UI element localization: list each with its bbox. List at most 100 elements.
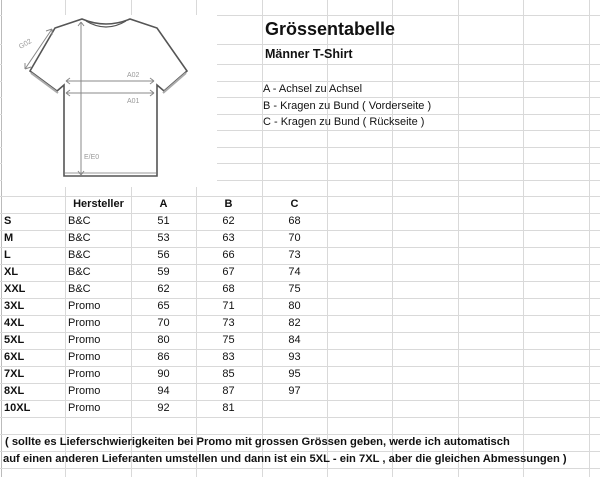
measurement-cell: 70 [157,317,170,329]
measurement-cell: 75 [222,334,235,346]
grid-row-line [0,281,600,282]
measurement-cell: 66 [222,249,235,261]
manufacturer-cell: B&C [68,266,91,278]
grid-column-line [523,0,524,477]
measurement-cell: 75 [288,283,301,295]
manufacturer-cell: B&C [68,249,91,261]
grid-row-line [0,97,600,98]
t-shirt-measurement-diagram-icon: G02 A02 A01 E/E0 [18,18,189,177]
size-label: L [4,249,11,261]
measurement-cell: 87 [222,385,235,397]
grid-row-line [0,230,600,231]
measurement-cell: 85 [222,368,235,380]
measurement-cell: 56 [157,249,170,261]
grid-row-line [0,366,600,367]
grid-column-line [327,0,328,477]
column-header: A [159,198,168,210]
measurement-cell: 97 [288,385,301,397]
grid-row-line [0,383,600,384]
grid-row-line [0,332,600,333]
measurement-cell: 70 [288,232,301,244]
legend-b: B - Kragen zu Bund ( Vorderseite ) [263,100,432,112]
grid-column-line [458,0,459,477]
grid-row-line [0,163,600,164]
grid-column-line [1,0,2,477]
grid-row-line [0,298,600,299]
measurement-cell: 86 [157,351,170,363]
measurement-cell: 92 [157,402,170,414]
grid-row-line [0,81,600,82]
grid-column-line [65,0,66,477]
measurement-cell: 67 [222,266,235,278]
grid-column-line [196,0,197,477]
legend-c: C - Kragen zu Bund ( Rückseite ) [263,116,425,128]
measurement-cell: 51 [157,215,170,227]
page-subtitle: Männer T-Shirt [265,47,353,61]
column-header: Hersteller [73,198,124,210]
measurement-cell: 83 [222,351,235,363]
grid-row-line [0,400,600,401]
label-a02: A02 [127,72,140,79]
size-label: M [4,232,14,244]
note-line-1: ( sollte es Lieferschwierigkeiten bei Pr… [5,436,510,448]
manufacturer-cell: Promo [68,317,101,329]
measurement-cell: 65 [157,300,170,312]
manufacturer-cell: Promo [68,351,101,363]
grid-row-line [0,417,600,418]
manufacturer-cell: Promo [68,402,101,414]
measurement-cell: 84 [288,334,301,346]
measurement-cell: 94 [157,385,170,397]
measurement-cell: 93 [288,351,301,363]
grid-row-line [0,434,600,435]
manufacturer-cell: Promo [68,300,101,312]
label-e-e0: E/E0 [84,154,99,161]
manufacturer-cell: B&C [68,215,91,227]
size-label: 6XL [4,351,25,363]
grid-row-line [0,247,600,248]
measurement-cell: 62 [157,283,170,295]
column-header: B [224,198,233,210]
t-shirt-diagram: G02 A02 A01 E/E0 [2,15,217,187]
label-a01: A01 [127,98,140,105]
size-label: 5XL [4,334,25,346]
manufacturer-cell: Promo [68,368,101,380]
grid-row-line [0,468,600,469]
measurement-cell: 90 [157,368,170,380]
size-label: 7XL [4,368,25,380]
grid-row-line [0,196,600,197]
manufacturer-cell: B&C [68,283,91,295]
legend-a: A - Achsel zu Achsel [263,83,363,95]
measurement-cell: 82 [288,317,301,329]
measurement-cell: 73 [288,249,301,261]
grid-row-line [0,64,600,65]
grid-row-line [0,349,600,350]
grid-row-line [0,180,600,181]
size-label: S [4,215,12,227]
grid-row-line [0,315,600,316]
measurement-cell: 68 [222,283,235,295]
page-title: Grössentabelle [265,19,396,39]
measurement-cell: 80 [157,334,170,346]
measurement-cell: 95 [288,368,301,380]
column-header: C [290,198,299,210]
measurement-cell: 68 [288,215,301,227]
measurement-cell: 62 [222,215,235,227]
measurement-cell: 74 [288,266,301,278]
grid-column-line [392,0,393,477]
grid-row-line [0,44,600,45]
grid-row-line [0,130,600,131]
grid-row-line [0,213,600,214]
manufacturer-cell: B&C [68,232,91,244]
grid-row-line [0,451,600,452]
size-label: 4XL [4,317,25,329]
measurement-cell: 80 [288,300,301,312]
measurement-cell: 73 [222,317,235,329]
measurement-cell: 63 [222,232,235,244]
measurement-cell: 53 [157,232,170,244]
size-label: XL [4,266,19,278]
manufacturer-cell: Promo [68,385,101,397]
grid-row-line [0,15,600,16]
grid-row-line [0,147,600,148]
grid-row-line [0,114,600,115]
manufacturer-cell: Promo [68,334,101,346]
